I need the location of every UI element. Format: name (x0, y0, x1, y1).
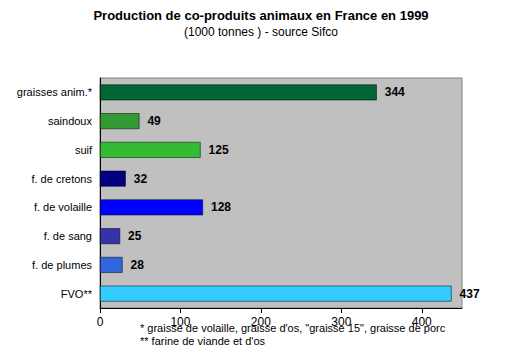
svg-text:graisses anim.*: graisses anim.* (17, 86, 93, 98)
svg-text:* graisse de volaille, graisse: * graisse de volaille, graisse d'os, "gr… (140, 321, 446, 334)
svg-text:32: 32 (134, 172, 148, 186)
svg-text:f. de sang: f. de sang (44, 230, 92, 242)
svg-text:f. de cretons: f. de cretons (31, 173, 92, 185)
svg-text:300: 300 (331, 315, 351, 329)
svg-text:28: 28 (131, 258, 145, 272)
svg-text:128: 128 (211, 200, 231, 214)
svg-text:f. de volaille: f. de volaille (34, 201, 92, 213)
svg-text:Production de co-produits anim: Production de co-produits animaux en Fra… (93, 8, 428, 23)
svg-text:25: 25 (128, 229, 142, 243)
svg-text:400: 400 (412, 315, 432, 329)
svg-text:125: 125 (209, 143, 229, 157)
svg-text:344: 344 (385, 85, 405, 99)
svg-text:437: 437 (460, 287, 480, 301)
svg-text:200: 200 (251, 315, 271, 329)
svg-text:saindoux: saindoux (48, 115, 93, 127)
svg-text:0: 0 (97, 315, 104, 329)
svg-text:f. de plumes: f. de plumes (32, 259, 92, 271)
svg-text:100: 100 (170, 315, 190, 329)
svg-text:suif: suif (75, 144, 93, 156)
svg-text:49: 49 (147, 114, 161, 128)
svg-text:(1000 tonnes ) - source Sifco: (1000 tonnes ) - source Sifco (184, 25, 338, 39)
svg-text:** farine de viande et d'os: ** farine de viande et d'os (140, 335, 266, 347)
svg-text:FVO**: FVO** (61, 288, 93, 300)
